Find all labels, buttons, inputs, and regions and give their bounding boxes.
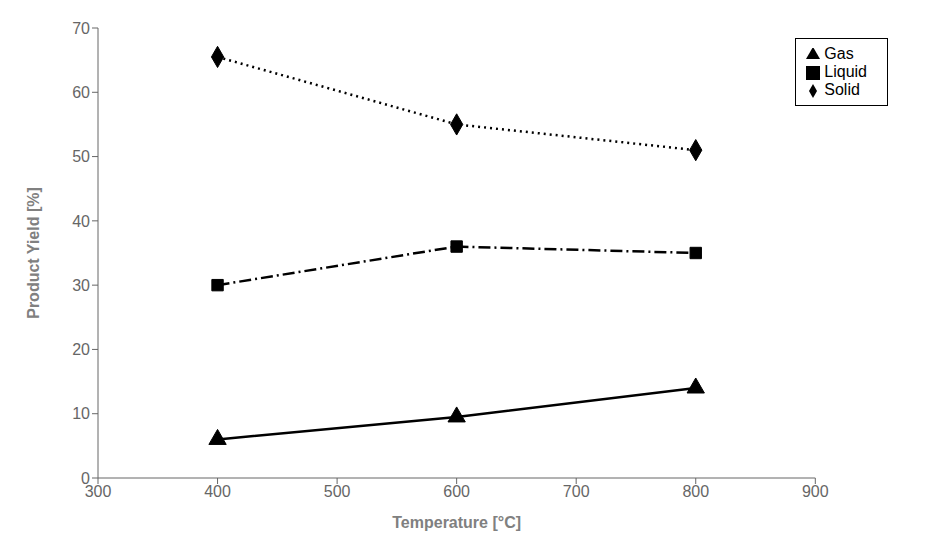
- svg-text:0: 0: [81, 470, 90, 487]
- svg-text:400: 400: [204, 483, 231, 500]
- svg-text:Temperature [°C]: Temperature [°C]: [392, 514, 521, 531]
- svg-text:700: 700: [563, 483, 590, 500]
- svg-text:50: 50: [72, 148, 90, 165]
- html-text:Solid: Solid: [824, 81, 860, 98]
- html-text:Liquid: Liquid: [824, 63, 867, 80]
- svg-text:500: 500: [324, 483, 351, 500]
- svg-text:900: 900: [802, 483, 829, 500]
- svg-text:300: 300: [84, 483, 112, 501]
- svg-text:20: 20: [72, 341, 90, 358]
- svg-text:Product Yield [%]: Product Yield [%]: [25, 187, 42, 319]
- svg-text:600: 600: [443, 483, 470, 500]
- html-text:Gas: Gas: [824, 45, 854, 62]
- svg-text:10: 10: [72, 405, 90, 422]
- svg-text:40: 40: [72, 213, 90, 230]
- svg-text:60: 60: [72, 84, 90, 101]
- svg-text:70: 70: [72, 20, 90, 37]
- svg-text:30: 30: [72, 277, 90, 294]
- svg-text:800: 800: [682, 483, 709, 500]
